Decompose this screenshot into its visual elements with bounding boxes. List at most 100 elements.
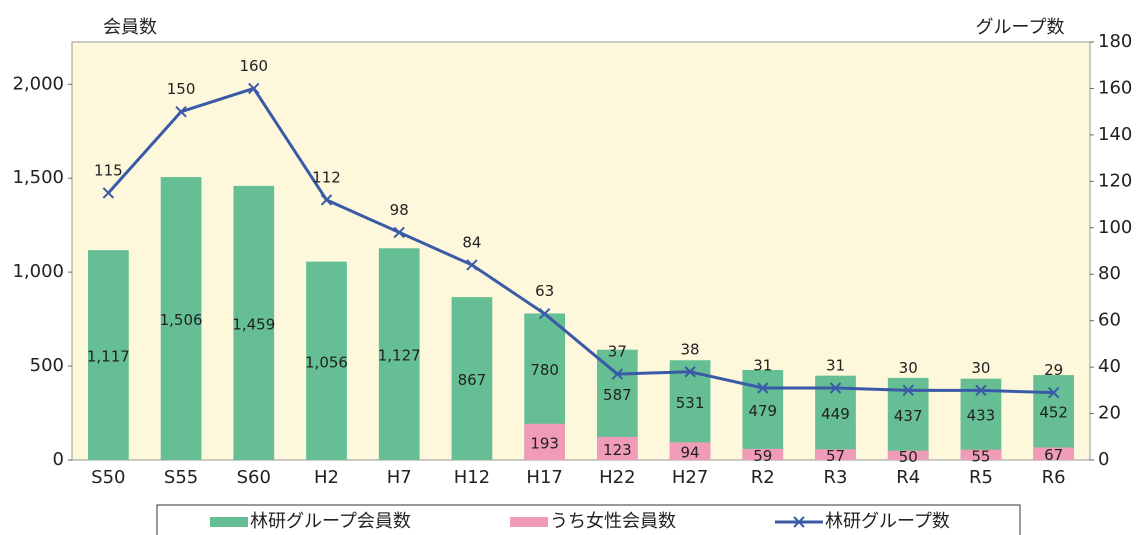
x-tick-label: S50	[91, 467, 125, 488]
y-axis-title: 会員数	[103, 17, 157, 38]
value-label: 59	[753, 447, 772, 465]
bar	[87, 250, 129, 460]
value-label: 55	[971, 447, 990, 465]
x-tick-label: H7	[387, 467, 412, 488]
value-label: 30	[971, 359, 990, 377]
y-tick-label: 500	[30, 355, 64, 376]
y2-tick-label: 0	[1098, 449, 1109, 470]
line	[107, 86, 1054, 395]
x-tick-label: R5	[969, 467, 993, 488]
y2-tick-label: 120	[1098, 170, 1132, 191]
y2-tick-label: 60	[1098, 310, 1121, 331]
bar	[160, 177, 202, 460]
bar	[233, 185, 275, 460]
value-label: 98	[390, 201, 409, 219]
bar	[887, 450, 929, 460]
x-tick-label: R4	[896, 467, 920, 488]
value-label: 29	[1044, 361, 1063, 379]
bar	[669, 442, 711, 460]
legend-marker	[793, 516, 805, 528]
x-tick-label: S60	[237, 467, 271, 488]
x-tick-label: H2	[314, 467, 339, 488]
value-label: 31	[826, 357, 845, 375]
value-label: 780	[530, 361, 559, 379]
plot-area	[71, 41, 1091, 461]
value-label: 63	[535, 282, 554, 300]
marker	[538, 307, 551, 320]
value-label: 160	[239, 57, 268, 75]
y-tick-label: 0	[53, 449, 64, 470]
value-label: 437	[894, 407, 923, 425]
y-tick-label: 1,000	[12, 261, 64, 282]
value-label: 452	[1039, 404, 1068, 422]
value-label: 1,117	[87, 348, 130, 366]
y-tick-label: 1,500	[12, 167, 64, 188]
y2-axis-title: グループ数	[976, 17, 1065, 38]
y2-tick-label: 140	[1098, 124, 1132, 145]
marker	[902, 384, 914, 397]
bar	[960, 449, 1002, 460]
marker	[757, 382, 769, 394]
value-label: 30	[899, 359, 918, 377]
value-label: 84	[462, 233, 481, 251]
y2-tick-label: 20	[1098, 403, 1121, 424]
legend-label: うち女性会員数	[550, 511, 676, 532]
y2-tick-label: 80	[1098, 263, 1121, 284]
value-label: 587	[603, 386, 632, 404]
x-tick-label: R6	[1042, 467, 1066, 488]
marker	[320, 194, 333, 206]
value-label: 67	[1044, 446, 1063, 464]
value-label: 112	[312, 168, 341, 186]
marker	[684, 366, 696, 378]
marker	[248, 82, 260, 95]
bar	[378, 248, 420, 460]
marker	[975, 384, 987, 397]
value-label: 115	[94, 161, 123, 179]
value-label: 867	[458, 371, 487, 389]
x-tick-label: R3	[824, 467, 848, 488]
marker	[466, 259, 478, 271]
value-label: 1,056	[305, 353, 348, 371]
marker	[611, 368, 624, 380]
marker	[175, 105, 187, 118]
x-tick-label: H17	[526, 467, 562, 488]
value-label: 57	[826, 447, 845, 465]
value-label: 150	[167, 80, 196, 98]
legend-label: 林研グループ数	[825, 511, 950, 532]
x-tick-label: H12	[454, 467, 490, 488]
value-label: 1,127	[378, 347, 421, 365]
marker	[829, 382, 842, 394]
value-label: 1,459	[232, 315, 275, 333]
value-label: 531	[676, 394, 705, 412]
legend-swatch	[510, 517, 548, 527]
bar	[524, 423, 566, 460]
marker	[393, 226, 405, 239]
x-tick-label: R2	[751, 467, 775, 488]
bar	[596, 436, 638, 460]
value-label: 123	[603, 441, 632, 459]
bar	[742, 448, 784, 460]
bar	[815, 449, 856, 460]
marker	[1047, 386, 1060, 399]
legend-label: 林研グループ会員数	[250, 511, 411, 532]
bar	[1033, 375, 1075, 460]
value-label: 50	[899, 448, 918, 466]
value-label: 479	[748, 402, 777, 420]
x-tick-label: S55	[164, 467, 198, 488]
y2-tick-label: 160	[1098, 77, 1132, 98]
value-label: 433	[967, 407, 996, 425]
bar	[1033, 447, 1075, 460]
value-label: 94	[681, 444, 700, 462]
y2-tick-label: 100	[1098, 217, 1132, 238]
value-label: 31	[753, 357, 772, 375]
value-label: 1,506	[160, 311, 203, 329]
x-tick-label: H22	[599, 467, 635, 488]
x-tick-label: H27	[672, 467, 708, 488]
value-label: 449	[821, 405, 850, 423]
marker	[102, 187, 115, 199]
value-label: 37	[608, 343, 627, 361]
bar	[306, 261, 347, 460]
y2-tick-label: 40	[1098, 356, 1121, 377]
value-label: 193	[530, 434, 559, 452]
